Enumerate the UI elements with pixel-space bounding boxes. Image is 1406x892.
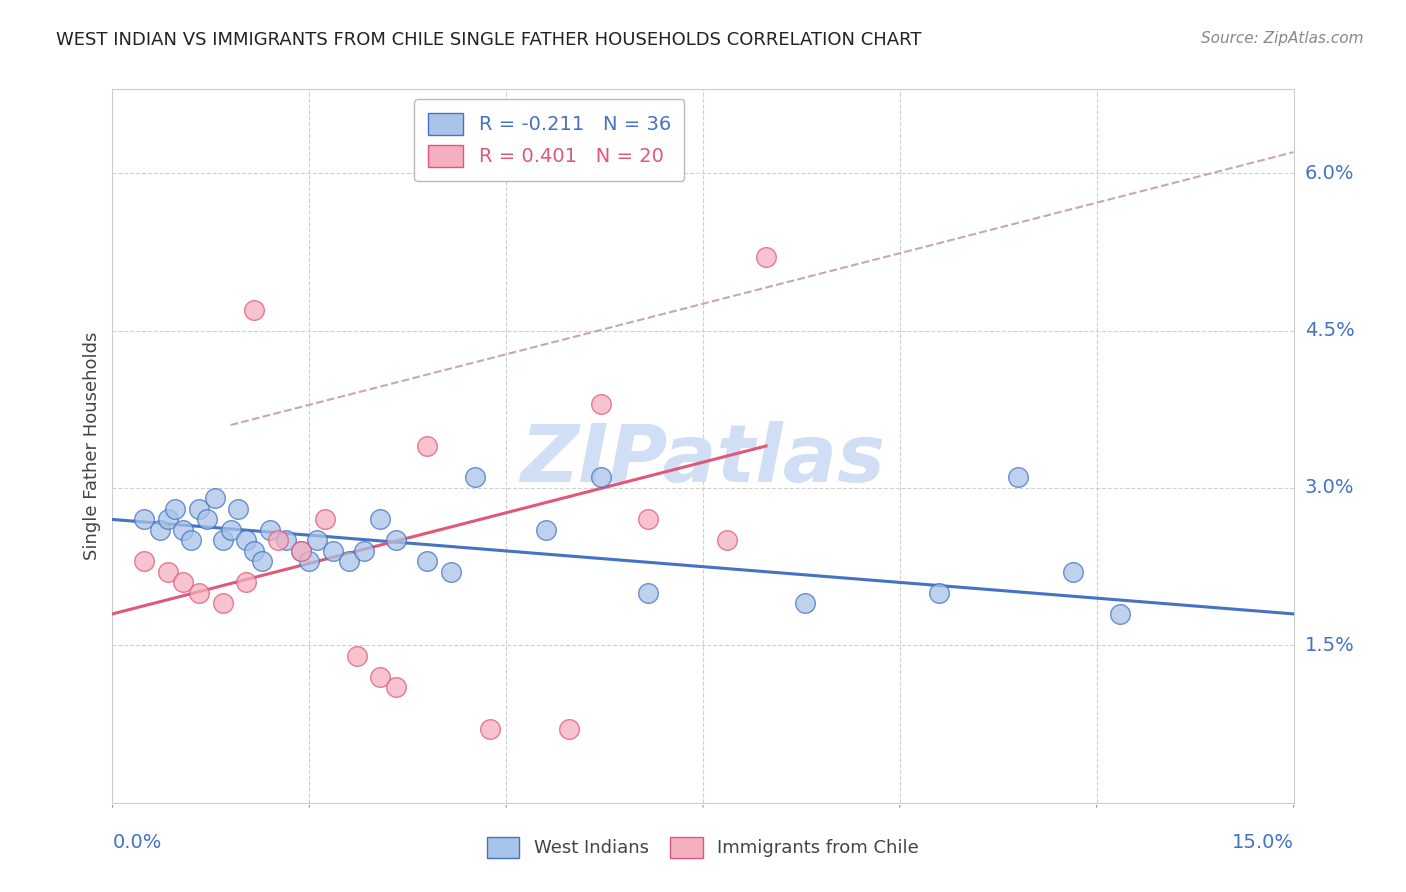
Text: 15.0%: 15.0% [1232,833,1294,853]
Point [464,470,486,484]
Point [1109,607,1132,621]
Point [132,554,155,568]
Point [298,554,321,568]
Point [637,512,659,526]
Point [416,554,439,568]
Point [243,302,266,317]
Y-axis label: Single Father Households: Single Father Households [83,332,101,560]
Point [589,470,612,484]
Text: Source: ZipAtlas.com: Source: ZipAtlas.com [1201,31,1364,46]
Point [368,670,391,684]
Point [235,575,257,590]
Point [165,502,187,516]
Point [188,502,211,516]
Point [267,533,290,548]
Text: ZIPatlas: ZIPatlas [520,421,886,500]
Point [243,544,266,558]
Point [172,575,194,590]
Point [211,533,233,548]
Point [322,544,344,558]
Text: 0.0%: 0.0% [112,833,162,853]
Point [589,397,612,411]
Text: 1.5%: 1.5% [1305,636,1354,655]
Point [1062,565,1084,579]
Point [440,565,463,579]
Point [228,502,250,516]
Text: 4.5%: 4.5% [1305,321,1354,340]
Point [1007,470,1029,484]
Point [534,523,557,537]
Point [755,250,778,264]
Point [172,523,194,537]
Legend: West Indians, Immigrants from Chile: West Indians, Immigrants from Chile [479,830,927,865]
Text: 3.0%: 3.0% [1305,478,1354,498]
Point [314,512,336,526]
Point [211,596,233,610]
Point [337,554,360,568]
Point [188,586,211,600]
Point [353,544,375,558]
Point [204,491,226,506]
Text: 6.0%: 6.0% [1305,163,1354,183]
Point [368,512,391,526]
Point [479,723,502,737]
Point [307,533,329,548]
Point [132,512,155,526]
Point [385,533,408,548]
Point [259,523,281,537]
Point [149,523,172,537]
Point [716,533,738,548]
Point [928,586,950,600]
Point [558,723,581,737]
Point [156,565,179,579]
Point [235,533,257,548]
Point [219,523,242,537]
Text: WEST INDIAN VS IMMIGRANTS FROM CHILE SINGLE FATHER HOUSEHOLDS CORRELATION CHART: WEST INDIAN VS IMMIGRANTS FROM CHILE SIN… [56,31,922,49]
Point [416,439,439,453]
Point [385,681,408,695]
Point [346,648,368,663]
Point [637,586,659,600]
Point [794,596,817,610]
Point [290,544,312,558]
Point [290,544,312,558]
Point [274,533,297,548]
Point [195,512,218,526]
Point [180,533,202,548]
Point [250,554,273,568]
Point [156,512,179,526]
